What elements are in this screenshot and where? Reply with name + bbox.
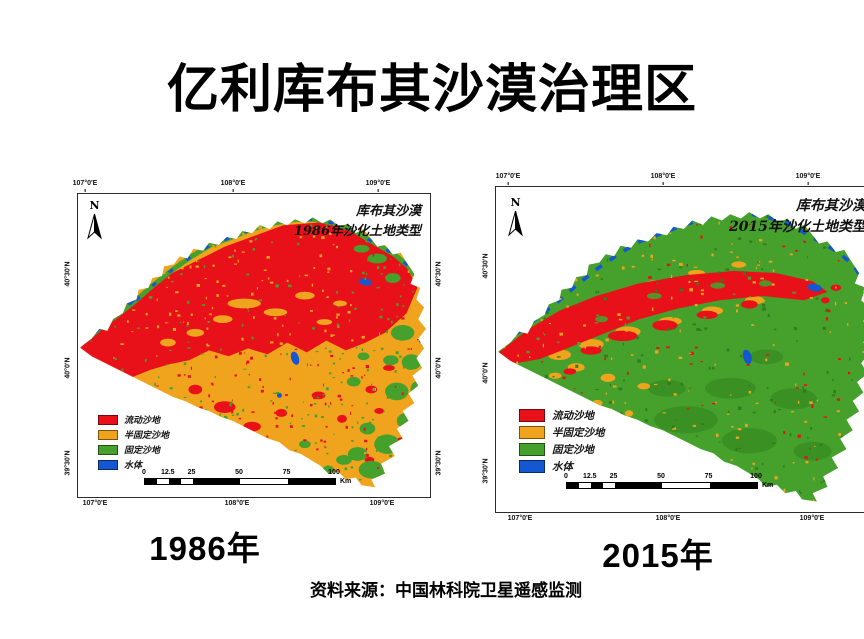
legend-swatch — [98, 414, 118, 425]
lon-label: 108°0'E — [650, 173, 676, 185]
legend-swatch — [519, 443, 545, 456]
scale-tick-label: 25 — [187, 469, 196, 476]
map-figure-1986: 107°0'E 108°0'E 109°0'E 107°0'E 108°0'E … — [48, 166, 460, 534]
legend-label: 水体 — [552, 461, 573, 473]
legend-item: 水体 — [98, 457, 169, 472]
legend-swatch — [98, 459, 118, 470]
scale-tick-label: 50 — [235, 469, 243, 476]
legend-swatch — [519, 409, 545, 422]
scale-tick-label: 50 — [657, 473, 665, 480]
lat-label: 40°30'N — [435, 261, 443, 287]
map-raster-2015 — [498, 212, 864, 502]
legend-swatch — [519, 426, 545, 439]
scale-bar-segments — [566, 482, 758, 489]
legend-item: 固定沙地 — [519, 441, 605, 458]
lon-label: 109°0'E — [369, 495, 395, 507]
legend-item: 水体 — [519, 458, 605, 475]
page-title: 亿利库布其沙漠治理区 — [166, 61, 697, 119]
legend-item: 流动沙地 — [519, 407, 605, 424]
lat-label: 40°30'N — [64, 261, 72, 287]
legend-swatch — [98, 444, 118, 455]
scale-bar: 0 12.5 25 50 75 100 Km — [142, 469, 356, 485]
scale-unit: Km — [762, 482, 774, 489]
map-raster-1986 — [79, 217, 427, 488]
scale-unit: Km — [340, 478, 352, 485]
map-figure-2015: 107°0'E 108°0'E 109°0'E 107°0'E 108°0'E … — [478, 159, 864, 541]
lat-label: 40°0'N — [482, 362, 490, 384]
lat-label: 39°30'N — [482, 458, 490, 484]
lon-label: 107°0'E — [495, 173, 521, 185]
map-title-2015: 库布其沙漠 2015年沙化土地类型 — [729, 198, 864, 235]
lon-label: 109°0'E — [365, 180, 391, 192]
scale-tick-label: 75 — [282, 469, 291, 476]
scale-bar: 0 12.5 25 50 75 100 Km — [564, 473, 778, 489]
scale-tick-label: 100 — [328, 469, 340, 476]
legend-item: 半固定沙地 — [98, 427, 169, 442]
map-title-1986: 库布其沙漠 1986年沙化土地类型 — [293, 204, 421, 239]
lat-label: 39°30'N — [435, 450, 443, 476]
lon-label: 108°0'E — [655, 510, 681, 522]
legend-label: 水体 — [124, 461, 143, 471]
legend-label: 固定沙地 — [552, 444, 594, 456]
lon-label: 107°0'E — [72, 180, 98, 192]
lat-label: 40°0'N — [64, 357, 72, 379]
source-note: 资料来源：中国林科院卫星遥感监测 — [310, 581, 582, 600]
map-frame-1986: 库布其沙漠 1986年沙化土地类型 N 流动沙地半固定沙地固定沙地水体 0 12.… — [77, 193, 431, 498]
legend-swatch — [519, 460, 545, 473]
legend: 流动沙地半固定沙地固定沙地水体 — [98, 412, 169, 472]
legend-label: 半固定沙地 — [124, 431, 170, 441]
lon-label: 108°0'E — [220, 180, 246, 192]
scale-tick-label: 0 — [142, 469, 146, 476]
map-frame-2015: 库布其沙漠 2015年沙化土地类型 N 流动沙地半固定沙地固定沙地水体 0 12.… — [495, 186, 864, 513]
lon-label: 107°0'E — [507, 510, 533, 522]
legend-label: 半固定沙地 — [552, 427, 605, 439]
lon-label: 108°0'E — [224, 495, 250, 507]
legend-label: 流动沙地 — [552, 410, 594, 422]
lat-label: 40°0'N — [435, 357, 443, 379]
scale-tick-label: 0 — [564, 473, 568, 480]
lon-label: 109°0'E — [799, 510, 825, 522]
lon-label: 107°0'E — [82, 495, 108, 507]
caption-2015: 2015年 — [602, 537, 714, 574]
scale-tick-label: 12.5 — [160, 469, 175, 476]
scale-tick-label: 12.5 — [582, 473, 597, 480]
legend-label: 固定沙地 — [124, 446, 161, 456]
north-arrow-icon: N — [508, 196, 523, 237]
north-arrow-icon: N — [87, 199, 102, 240]
lon-label: 109°0'E — [795, 173, 821, 185]
legend-item: 流动沙地 — [98, 412, 169, 427]
legend-item: 半固定沙地 — [519, 424, 605, 441]
legend: 流动沙地半固定沙地固定沙地水体 — [519, 407, 605, 475]
caption-1986: 1986年 — [149, 530, 261, 567]
lat-label: 40°30'N — [482, 253, 490, 279]
scale-tick-label: 25 — [609, 473, 618, 480]
scale-tick-label: 100 — [750, 473, 762, 480]
lat-label: 39°30'N — [64, 450, 72, 476]
legend-item: 固定沙地 — [98, 442, 169, 457]
legend-swatch — [98, 429, 118, 440]
scale-bar-segments — [144, 478, 336, 485]
scale-tick-label: 75 — [704, 473, 713, 480]
legend-label: 流动沙地 — [124, 416, 161, 426]
